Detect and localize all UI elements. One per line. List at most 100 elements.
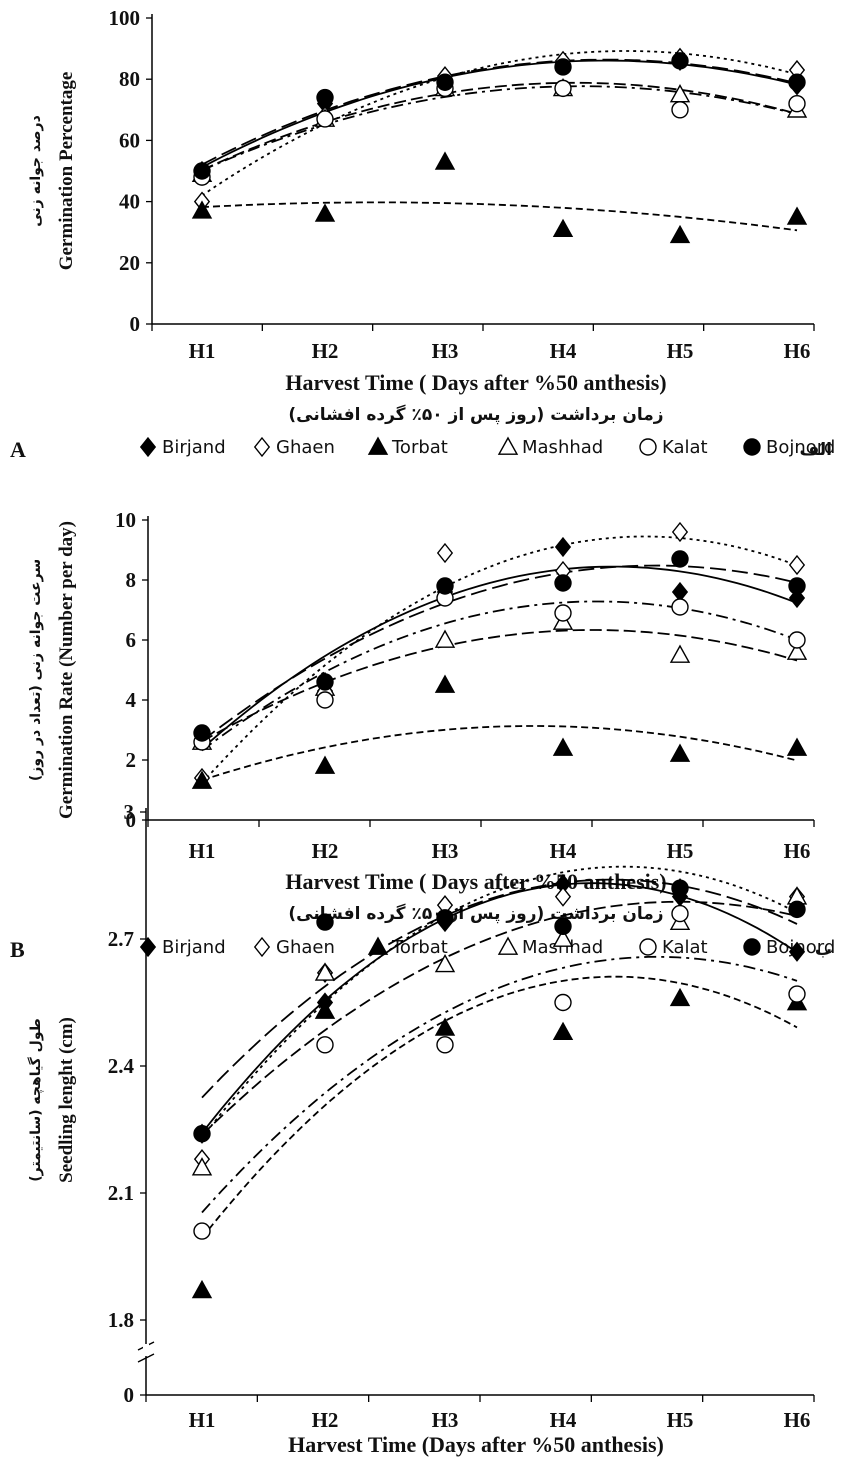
data-point-mashhad [669, 84, 691, 103]
y-tick-label: 1.8 [108, 1308, 134, 1332]
trend-line-torbat [201, 725, 798, 782]
data-point-torbat [314, 755, 336, 774]
legend-label-birjand: Birjand [162, 437, 226, 458]
legend-marker-bojnord [743, 438, 761, 456]
data-point-mashhad [434, 629, 456, 648]
legend-label-torbat: Torbat [391, 437, 448, 458]
trend-line-birjand [201, 565, 798, 750]
trend-line-ghaen [201, 50, 798, 197]
x-tick-label: H4 [550, 839, 577, 863]
x-tick-label: H3 [432, 339, 459, 363]
legend-label-bojnord: Bojnord [766, 437, 835, 458]
legend-label-kalat: Kalat [662, 437, 708, 458]
data-point-torbat [786, 737, 808, 756]
data-point-torbat [669, 224, 691, 244]
x-axis-label: Harvest Time ( Days after %50 anthesis) [285, 370, 666, 395]
data-point-torbat [191, 1279, 213, 1299]
y-tick-label: 0 [126, 808, 137, 832]
x-axis-label-fa: زمان برداشت (روز پس از ۵۰٪ گرده افشانی) [288, 903, 663, 924]
legend-marker-mashhad [497, 436, 519, 455]
trend-line-kalat [201, 85, 798, 172]
y-axis-label: Germination Percentage [56, 72, 77, 271]
y-tick-label: 0 [130, 312, 141, 336]
panel-label: A [10, 437, 26, 462]
data-point-torbat [191, 200, 213, 219]
legend-label-birjand: Birjand [162, 937, 226, 958]
data-point-kalat [554, 993, 572, 1012]
x-tick-label: H2 [312, 1408, 339, 1432]
data-point-kalat [788, 985, 806, 1003]
legend-marker-bojnord [743, 938, 761, 956]
legend-marker-ghaen [253, 936, 271, 958]
legend-label-torbat: Torbat [391, 937, 448, 958]
data-point-birjand [554, 536, 572, 558]
data-point-bojnord [554, 574, 572, 592]
data-point-birjand [671, 581, 689, 603]
data-point-kalat [788, 631, 806, 649]
data-point-torbat [669, 743, 691, 762]
x-tick-label: H5 [667, 839, 694, 863]
data-point-torbat [552, 737, 574, 756]
trend-line-mashhad [201, 629, 798, 743]
data-point-bojnord [316, 673, 334, 691]
y-tick-label: 40 [119, 190, 140, 214]
data-point-bojnord [193, 1125, 211, 1143]
x-tick-label: H4 [550, 1408, 577, 1432]
data-point-bojnord [671, 52, 689, 70]
legend-marker-torbat [367, 936, 389, 955]
trend-line-bojnord [201, 564, 798, 742]
data-point-kalat [316, 110, 334, 128]
x-tick-label: H1 [189, 1408, 216, 1432]
data-point-bojnord [671, 550, 689, 568]
y-axis-label-fa: سرعت جوانه زنی (تعداد در روز) [28, 559, 44, 781]
data-point-torbat [786, 206, 808, 225]
y-tick-label: 60 [119, 128, 140, 152]
y-tick-label: 2.4 [108, 1054, 135, 1078]
data-point-bojnord [788, 73, 806, 91]
data-point-kalat [554, 604, 572, 622]
data-point-kalat [316, 1036, 334, 1054]
legend-marker-torbat [367, 436, 389, 455]
data-point-torbat [669, 987, 691, 1007]
data-point-torbat [434, 674, 456, 693]
data-point-mashhad [552, 928, 574, 947]
y-tick-label: 2.1 [108, 1181, 134, 1205]
y-tick-label: 3 [124, 800, 135, 824]
y-tick-label: 2 [126, 748, 137, 772]
y-tick-label: 10 [115, 508, 136, 532]
data-point-kalat [671, 101, 689, 119]
data-point-bojnord [436, 909, 454, 927]
trend-line-ghaen [201, 535, 798, 784]
data-point-mashhad [314, 962, 336, 981]
x-tick-label: H2 [312, 339, 339, 363]
trend-line-bojnord [201, 58, 798, 166]
data-point-bojnord [788, 900, 806, 919]
x-axis-label: Harvest Time ( Days after %50 anthesis) [285, 869, 666, 894]
panel-label: B [10, 937, 25, 962]
y-axis-label: Germination Rate (Number per day) [56, 521, 77, 819]
trend-line-kalat [201, 600, 798, 752]
chart-panel-c: 0 1.8 2.1 2.4 2.7 3 H1 H2 H3 H4 H5 H6 Harvest Time (… [27, 800, 815, 1457]
data-point-bojnord [554, 917, 572, 935]
data-point-ghaen [554, 886, 572, 907]
y-tick-label: 8 [126, 568, 137, 592]
y-tick-label: 0 [124, 1383, 135, 1407]
data-point-bojnord [554, 58, 572, 76]
data-point-kalat [671, 598, 689, 616]
x-axis-label: Harvest Time (Days after %50 anthesis) [288, 1432, 664, 1457]
y-axis-label-fa: طول گیاهچه (سانتیمتر) [27, 1018, 44, 1182]
y-axis-label-fa: درصد جوانه زنی [28, 115, 44, 227]
data-point-torbat [434, 1017, 456, 1036]
data-point-torbat [552, 1021, 574, 1041]
x-tick-label: H4 [550, 339, 577, 363]
chart-panel-b: 0 2 4 6 8 10 H1 H2 H3 H4 H5 H6 Harvest Time ( Days a… [10, 508, 835, 962]
panel-label-fa: الف [800, 440, 832, 460]
x-axis-label-fa: زمان برداشت (روز پس از ۵۰٪ گرده افشانی) [288, 404, 663, 425]
legend-marker-birjand [139, 936, 157, 958]
legend-marker-birjand [139, 436, 157, 458]
legend-label-ghaen: Ghaen [276, 437, 335, 458]
y-tick-label: 100 [109, 6, 141, 30]
data-point-kalat [788, 94, 806, 113]
data-point-bojnord [316, 88, 334, 107]
